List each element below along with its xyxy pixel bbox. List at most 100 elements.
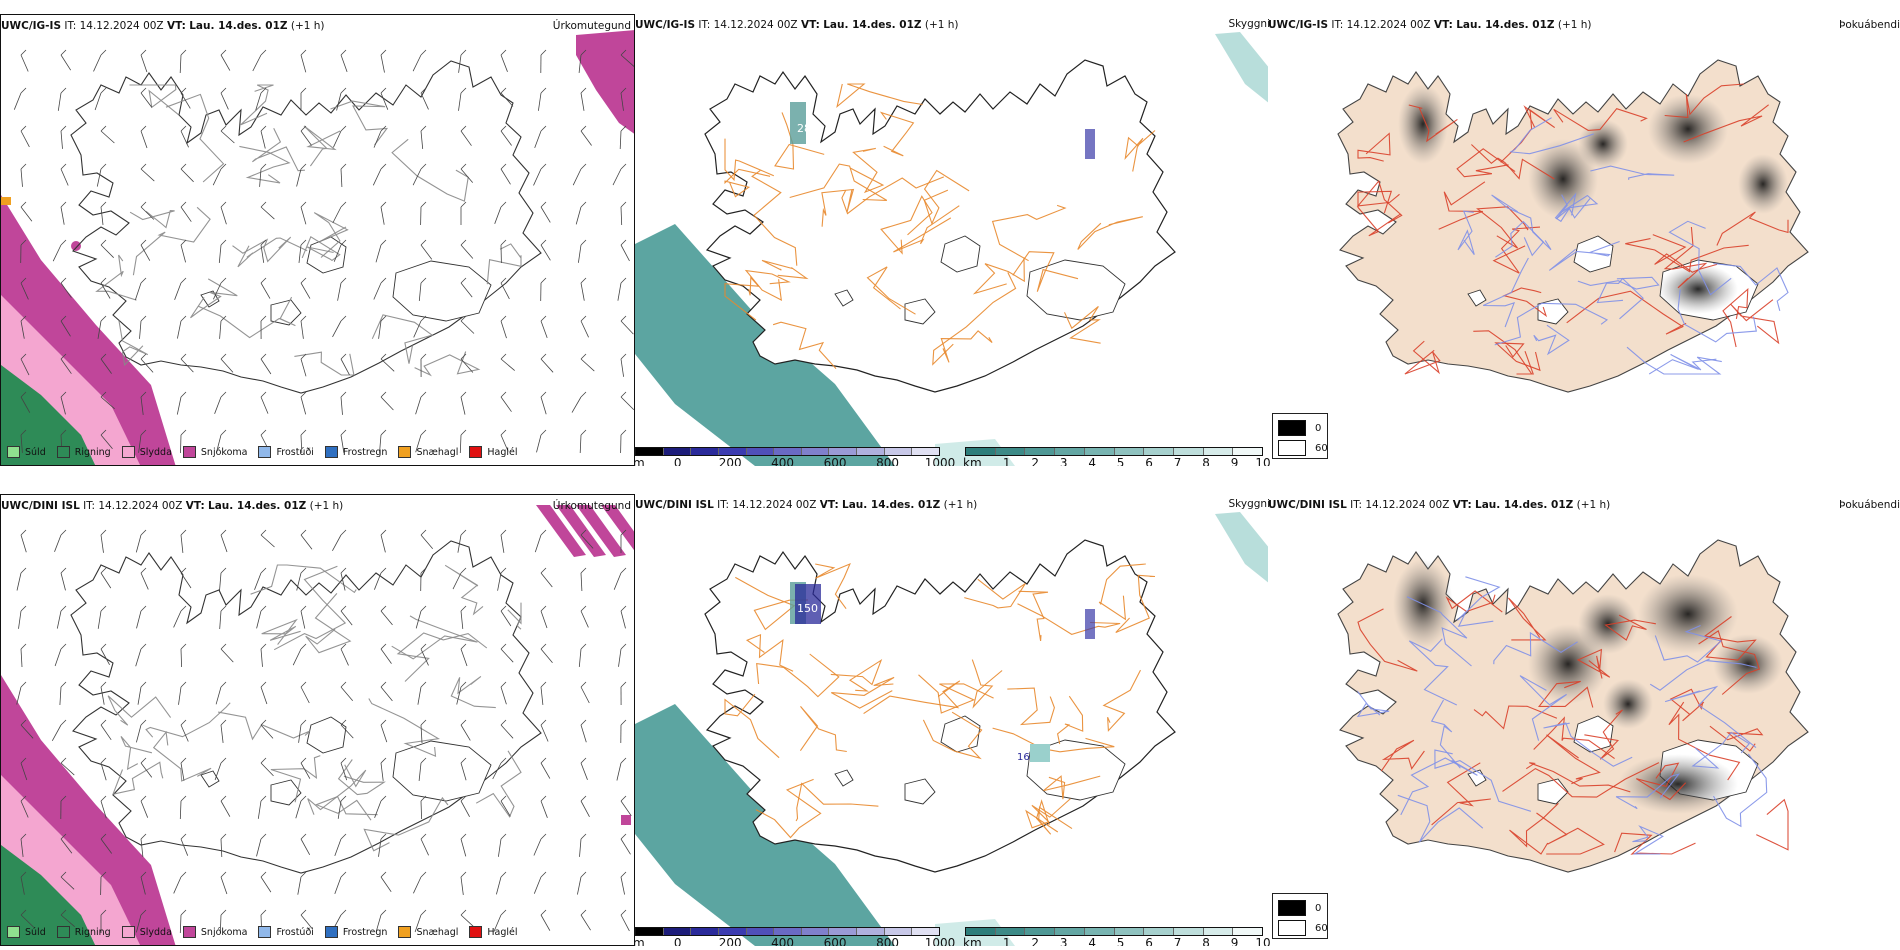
colorbar-cell <box>1084 928 1115 935</box>
ceiling-colorbar: m 0 200 400 600 800 1000 <box>635 927 955 946</box>
visibility-colorbar: km 1 2 3 4 5 6 7 8 9 10 <box>963 447 1270 466</box>
colorbar-tick: 400 <box>771 936 795 946</box>
colorbar-tick: 3 <box>1059 936 1068 946</box>
colorbar-cell <box>663 448 692 455</box>
colorbar-cell <box>1173 448 1204 455</box>
precip-legend: Súld Rigning Slydda Snjókoma Frostúði Frostre… <box>7 926 518 938</box>
fog-legend-swatch <box>1278 440 1306 456</box>
colorbar-tick: 5 <box>1116 936 1125 946</box>
legend-swatch <box>182 926 196 938</box>
legend-label: Rigning <box>74 926 111 938</box>
legend-label: Frostregn <box>342 926 388 938</box>
fog-map <box>1337 59 1809 393</box>
colorbar-tick: 0 <box>673 936 682 946</box>
colorbar-tick: 800 <box>876 456 899 466</box>
colorbar-tick: 3 <box>1059 456 1068 466</box>
colorbar-cell <box>1084 448 1115 455</box>
colorbar-tick: 600 <box>823 456 847 466</box>
legend-swatch <box>121 446 135 458</box>
legend-swatch <box>324 926 338 938</box>
legend-label: Haglél <box>487 926 518 938</box>
legend-item: Snæhagl <box>398 446 458 458</box>
legend-item: Frostregn <box>324 446 387 458</box>
colorbar-strip <box>635 927 940 936</box>
colorbar-tick: 0 <box>673 456 682 466</box>
colorbar-cell <box>1144 928 1174 935</box>
legend-label: Frostúði <box>276 446 314 458</box>
fog-legend-row: 60 <box>1278 440 1328 456</box>
legend-label: Snjókoma <box>200 446 248 458</box>
colorbar-tick: 200 <box>718 456 742 466</box>
legend-item: Snjókoma <box>182 446 248 458</box>
panel-title: Þokuábendi <box>1839 499 1900 511</box>
colorbar-cell <box>857 448 885 455</box>
fog-legend-row: 0 <box>1278 900 1321 916</box>
colorbar-cell <box>995 448 1026 455</box>
panel-header: UWC/IG-IS IT: 14.12.2024 00Z VT: Lau. 14… <box>1 20 325 32</box>
colorbar-cell <box>1203 448 1234 455</box>
panel-title: Þokuábendi <box>1839 19 1900 31</box>
colorbar-cell <box>966 448 996 455</box>
legend-item: Snæhagl <box>398 926 458 938</box>
colorbar-unit: km <box>963 456 982 466</box>
fog-legend: 0 60 <box>1272 893 1328 939</box>
fog-legend-swatch <box>1278 900 1306 916</box>
precip-legend: Súld Rigning Slydda Snjókoma Frostúði Frostre… <box>7 446 518 458</box>
precip-type-panel-row1: UWC/IG-IS IT: 14.12.2024 00Z VT: Lau. 14… <box>0 14 635 466</box>
colorbar-cell <box>1055 448 1085 455</box>
legend-swatch <box>182 446 196 458</box>
colorbar-cell <box>912 448 940 455</box>
colorbar-cell <box>718 448 747 455</box>
legend-label: Frostúði <box>276 926 314 938</box>
colorbar-cell <box>1025 928 1056 935</box>
ceiling-value-label: 150 <box>797 602 818 615</box>
ceiling-colorbar: m 0 200 400 600 800 1000 <box>635 447 955 466</box>
colorbar-cell <box>1114 928 1145 935</box>
precip-type-panel-row2: UWC/DINI ISL IT: 14.12.2024 00Z VT: Lau.… <box>0 494 635 946</box>
colorbar-tick: 10 <box>1255 456 1270 466</box>
colorbar-cell <box>884 928 913 935</box>
colorbar-tick: 9 <box>1230 456 1239 466</box>
colorbar-cell <box>746 448 775 455</box>
colorbar-tick: 8 <box>1202 936 1210 946</box>
colorbar-cell <box>774 448 802 455</box>
legend-item: Frostregn <box>324 926 388 938</box>
colorbar-cell <box>718 928 747 935</box>
fog-panel-row1: UWC/IG-IS IT: 14.12.2024 00Z VT: Lau. 14… <box>1268 14 1900 466</box>
legend-item: Súld <box>7 446 46 458</box>
colorbar-tick: 2 <box>1031 936 1040 946</box>
legend-label: Snjókoma <box>200 926 248 938</box>
colorbar-unit: m <box>635 936 645 946</box>
colorbar-tick: 200 <box>718 936 742 946</box>
legend-swatch <box>56 446 70 458</box>
panel-title: Úrkomutegund <box>552 500 631 512</box>
legend-swatch <box>469 446 483 458</box>
fog-legend-row: 0 <box>1278 420 1321 436</box>
colorbar-strip <box>635 447 940 456</box>
colorbar-cell <box>1173 928 1204 935</box>
colorbar-cell <box>636 928 664 935</box>
colorbar-cell <box>857 928 885 935</box>
colorbar-cell <box>746 928 775 935</box>
panel-title: Skyggni <box>1228 18 1271 30</box>
panel-header: UWC/DINI ISL IT: 14.12.2024 00Z VT: Lau.… <box>1268 499 1611 511</box>
colorbar-cell <box>691 928 719 935</box>
panel-header: UWC/DINI ISL IT: 14.12.2024 00Z VT: Lau.… <box>1 500 344 512</box>
colorbar-cell <box>801 448 830 455</box>
legend-label: Súld <box>25 446 46 458</box>
fog-legend-swatch <box>1278 420 1306 436</box>
colorbar-cell <box>829 928 858 935</box>
fog-map <box>1337 539 1809 873</box>
legend-label: Rigning <box>74 446 111 458</box>
fog-legend-row: 60 <box>1278 920 1328 936</box>
legend-swatch <box>56 926 70 938</box>
legend-item: Súld <box>7 926 46 938</box>
legend-item: Slydda <box>121 446 172 458</box>
legend-label: Snæhagl <box>416 446 459 458</box>
colorbar-cell <box>884 448 913 455</box>
colorbar-tick: 6 <box>1145 936 1153 946</box>
legend-item: Rigning <box>56 446 111 458</box>
colorbar-cell <box>1233 448 1263 455</box>
colorbar-strip <box>965 447 1263 456</box>
